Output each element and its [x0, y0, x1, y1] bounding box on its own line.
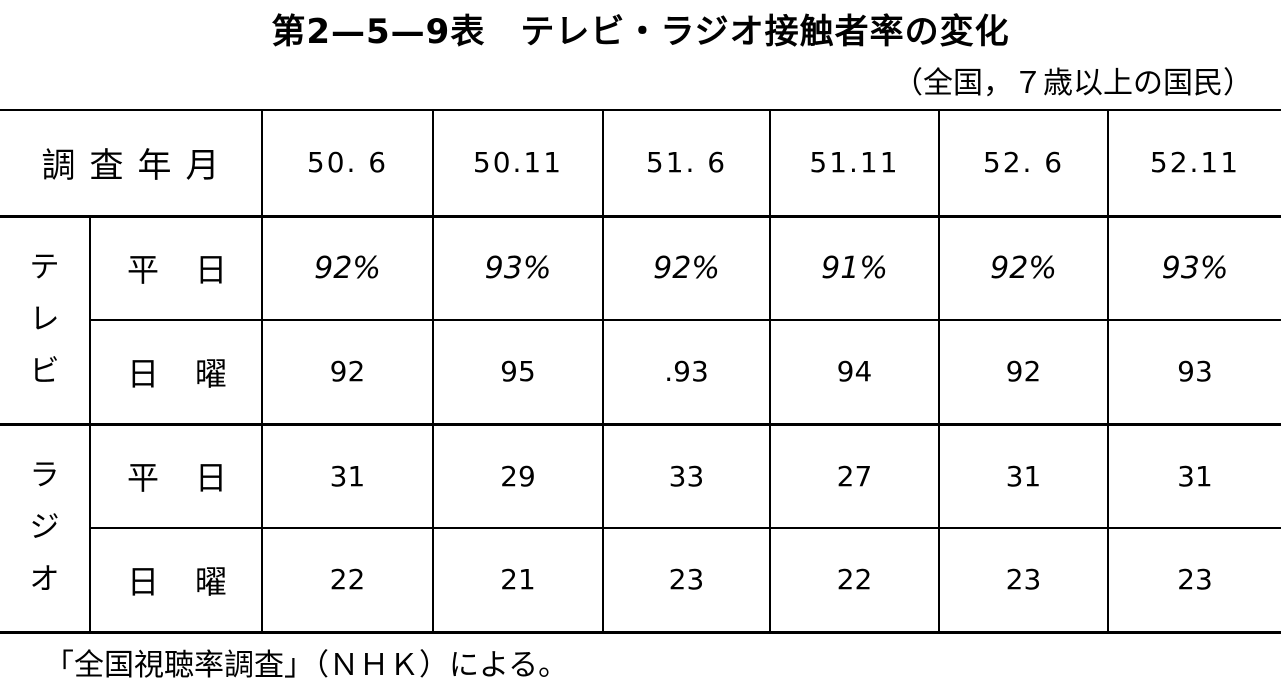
table-title: 第2—5—9表 テレビ・ラジオ接触者率の変化: [271, 12, 1010, 52]
value-cell: 92%: [602, 216, 770, 320]
day-label: 平日: [89, 216, 262, 320]
value-cell: 92%: [938, 216, 1108, 320]
group-label-char: オ: [29, 562, 60, 597]
value-cell: 31: [1107, 424, 1281, 528]
period-header: 50.11: [432, 110, 603, 216]
value-cell: 21: [432, 528, 603, 632]
value-cell: 92: [261, 320, 433, 424]
value-cell: 27: [769, 424, 939, 528]
survey-date-header: 調査年月: [41, 146, 234, 187]
day-label: 日曜: [89, 528, 262, 632]
value-cell: 33: [602, 424, 770, 528]
group-label-char: レ: [29, 302, 60, 337]
period-header: 51.11: [769, 110, 939, 216]
value-cell: 23: [1107, 528, 1281, 632]
value-cell: 91%: [769, 216, 939, 320]
period-header: 50. 6: [261, 110, 433, 216]
value-cell: 92%: [261, 216, 433, 320]
group-label-char: テ: [29, 250, 60, 285]
value-cell: 29: [432, 424, 603, 528]
value-cell: 23: [938, 528, 1108, 632]
value-cell: 23: [602, 528, 770, 632]
value-cell: 93%: [1107, 216, 1281, 320]
day-label: 日曜: [89, 320, 262, 424]
table-row: ラ ジ オ 平日 31 29 33 27 31 31: [0, 424, 1281, 597]
period-header: 52.11: [1107, 110, 1281, 216]
group-label-char: ジ: [29, 510, 60, 545]
value-cell: 95: [432, 320, 603, 424]
table-row: 日曜 22 21 23 22 23 23: [0, 528, 1281, 632]
table-row: テ レ ビ 平日 92% 93% 92% 91% 92% 93%: [0, 216, 1281, 389]
table-row: 日曜 92 95 .93 94 92 93: [0, 320, 1281, 424]
value-cell: .93: [602, 320, 770, 424]
value-cell: 93%: [432, 216, 603, 320]
group-label-radio: ラ ジ オ: [0, 424, 90, 632]
value-cell: 93: [1107, 320, 1281, 424]
period-header: 52. 6: [938, 110, 1108, 216]
group-label-char: ラ: [29, 458, 60, 493]
header-row: 調査年月 50. 6 50.11 51. 6 51.11 52. 6 52.11: [0, 110, 1281, 216]
value-cell: 31: [261, 424, 433, 528]
group-label-tv: テ レ ビ: [0, 216, 90, 424]
contact-rate-table: 調査年月 50. 6 50.11 51. 6 51.11 52. 6 52.11…: [0, 109, 1281, 634]
value-cell: 92: [938, 320, 1108, 424]
value-cell: 22: [261, 528, 433, 632]
value-cell: 31: [938, 424, 1108, 528]
value-cell: 22: [769, 528, 939, 632]
period-header: 51. 6: [602, 110, 770, 216]
group-label-char: ビ: [29, 354, 60, 389]
value-cell: 94: [769, 320, 939, 424]
table-subtitle: （全国，７歳以上の国民）: [893, 66, 1253, 101]
source-note: 「全国視聴率調査」（ＮＨＫ）による。: [44, 648, 569, 683]
day-label: 平日: [89, 424, 262, 528]
